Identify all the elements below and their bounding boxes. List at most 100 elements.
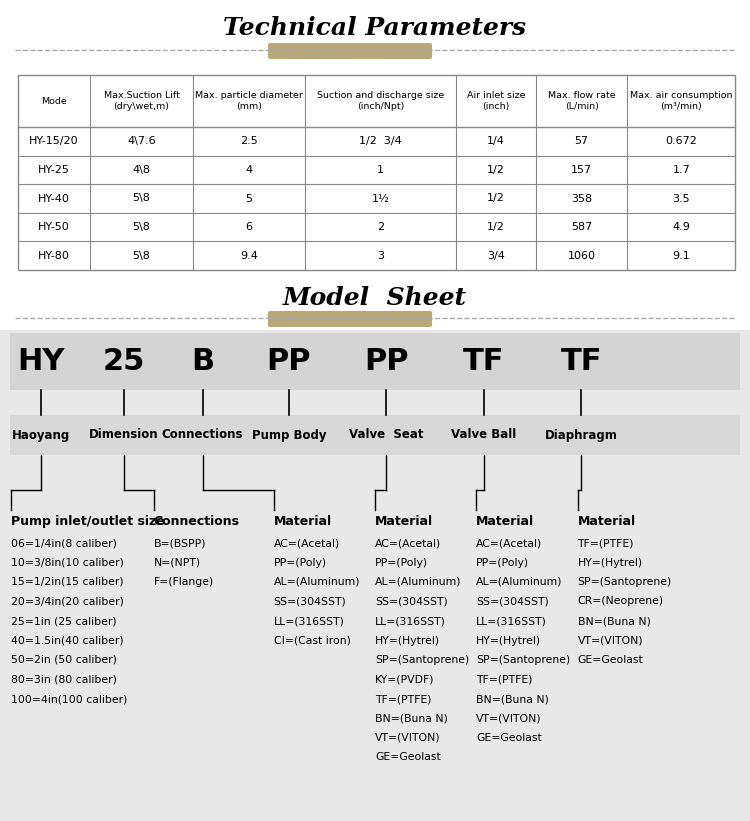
Text: N=(NPT): N=(NPT) [154,557,201,567]
Text: KY=(PVDF): KY=(PVDF) [375,675,434,685]
Text: 1/4: 1/4 [487,136,505,146]
Text: 5\8: 5\8 [133,222,151,232]
Text: HY-15/20: HY-15/20 [29,136,79,146]
Text: Technical Parameters: Technical Parameters [224,16,526,40]
Text: SS=(304SST): SS=(304SST) [274,597,346,607]
Text: Pump Body: Pump Body [251,429,326,442]
Text: Material: Material [476,515,534,528]
Text: 80=3in (80 caliber): 80=3in (80 caliber) [11,675,117,685]
Text: VT=(VITON): VT=(VITON) [578,635,643,645]
Bar [18,75,735,270]
Text: 587: 587 [571,222,592,232]
Text: HY: HY [17,347,65,376]
Text: 100=4in(100 caliber): 100=4in(100 caliber) [11,694,128,704]
Text: 2.5: 2.5 [240,136,258,146]
Text: PP=(Poly): PP=(Poly) [375,557,428,567]
Text: SP=(Santoprene): SP=(Santoprene) [578,577,672,587]
Text: GE=Geolast: GE=Geolast [578,655,644,665]
Text: 40=1.5in(40 caliber): 40=1.5in(40 caliber) [11,635,124,645]
Text: 06=1/4in(8 caliber): 06=1/4in(8 caliber) [11,538,117,548]
Text: GE=Geolast: GE=Geolast [375,753,441,763]
Text: 3.5: 3.5 [673,194,690,204]
Text: AL=(Aluminum): AL=(Aluminum) [375,577,461,587]
Text: Material: Material [578,515,635,528]
Text: 5\8: 5\8 [133,250,151,261]
Text: Pump inlet/outlet size: Pump inlet/outlet size [11,515,165,528]
Text: 10=3/8in(10 caliber): 10=3/8in(10 caliber) [11,557,125,567]
Text: VT=(VITON): VT=(VITON) [476,713,542,723]
Text: Valve Ball: Valve Ball [452,429,516,442]
Text: PP=(Poly): PP=(Poly) [476,557,530,567]
Text: 1/2  3/4: 1/2 3/4 [359,136,402,146]
Text: LL=(316SST): LL=(316SST) [274,616,344,626]
Text: 4\8: 4\8 [133,165,151,175]
Text: VT=(VITON): VT=(VITON) [375,733,441,743]
Text: 1/2: 1/2 [487,194,505,204]
Text: 358: 358 [571,194,592,204]
Text: BN=(Buna N): BN=(Buna N) [375,713,448,723]
Text: 9.1: 9.1 [672,250,690,261]
Text: 3: 3 [377,250,384,261]
Text: Connections: Connections [154,515,240,528]
Text: 4\7.6: 4\7.6 [128,136,156,146]
Text: Material: Material [375,515,434,528]
Text: HY-25: HY-25 [38,165,70,175]
Text: Max. flow rate
(L/min): Max. flow rate (L/min) [548,91,616,111]
Text: HY=(Hytrel): HY=(Hytrel) [578,557,643,567]
Text: 25=1in (25 caliber): 25=1in (25 caliber) [11,616,117,626]
Bar [0,330,750,821]
Text: HY-40: HY-40 [38,194,70,204]
Text: 1.7: 1.7 [672,165,690,175]
Text: HY=(Hytrel): HY=(Hytrel) [476,635,542,645]
Text: TF=(PTFE): TF=(PTFE) [476,675,532,685]
Text: Diaphragm: Diaphragm [544,429,618,442]
Text: Mode: Mode [41,97,67,106]
Text: CR=(Neoprene): CR=(Neoprene) [578,597,664,607]
Text: B=(BSPP): B=(BSPP) [154,538,206,548]
FancyBboxPatch shape [268,311,432,327]
Text: 0.672: 0.672 [665,136,698,146]
Text: TF=(PTFE): TF=(PTFE) [578,538,634,548]
Text: HY=(Hytrel): HY=(Hytrel) [375,635,440,645]
Text: 5: 5 [245,194,253,204]
Text: 25: 25 [103,347,145,376]
FancyBboxPatch shape [268,43,432,59]
Text: 1060: 1060 [568,250,596,261]
Text: B: B [191,347,214,376]
Text: Air inlet size
(inch): Air inlet size (inch) [466,91,525,111]
Text: Valve  Seat: Valve Seat [349,429,424,442]
Text: CI=(Cast iron): CI=(Cast iron) [274,635,350,645]
Text: 4: 4 [245,165,253,175]
Text: 4.9: 4.9 [672,222,690,232]
Text: 20=3/4in(20 caliber): 20=3/4in(20 caliber) [11,597,125,607]
Bar [10,333,740,390]
Text: 9.4: 9.4 [240,250,258,261]
Text: BN=(Buna N): BN=(Buna N) [476,694,549,704]
Text: AC=(Acetal): AC=(Acetal) [274,538,340,548]
Text: SS=(304SST): SS=(304SST) [375,597,448,607]
Text: Haoyang: Haoyang [12,429,70,442]
Text: 3/4: 3/4 [487,250,505,261]
Text: Dimension: Dimension [89,429,158,442]
Text: 1/2: 1/2 [487,222,505,232]
Text: AC=(Acetal): AC=(Acetal) [476,538,542,548]
Text: 6: 6 [245,222,253,232]
Text: LL=(316SST): LL=(316SST) [476,616,547,626]
Text: PP=(Poly): PP=(Poly) [274,557,327,567]
Text: 50=2in (50 caliber): 50=2in (50 caliber) [11,655,117,665]
Text: HY-50: HY-50 [38,222,70,232]
Text: TF=(PTFE): TF=(PTFE) [375,694,431,704]
Text: SP=(Santoprene): SP=(Santoprene) [375,655,470,665]
Text: PP: PP [364,347,409,376]
Text: 57: 57 [574,136,589,146]
Text: TF: TF [560,347,602,376]
Bar [10,415,740,455]
Text: Suction and discharge size
(inch/Npt): Suction and discharge size (inch/Npt) [316,91,444,111]
Text: LL=(316SST): LL=(316SST) [375,616,446,626]
Text: 2: 2 [377,222,384,232]
Text: 5\8: 5\8 [133,194,151,204]
Text: 1½: 1½ [371,194,389,204]
Text: TF: TF [463,347,505,376]
Text: PP: PP [266,347,311,376]
Text: Model  Sheet: Model Sheet [283,286,467,310]
